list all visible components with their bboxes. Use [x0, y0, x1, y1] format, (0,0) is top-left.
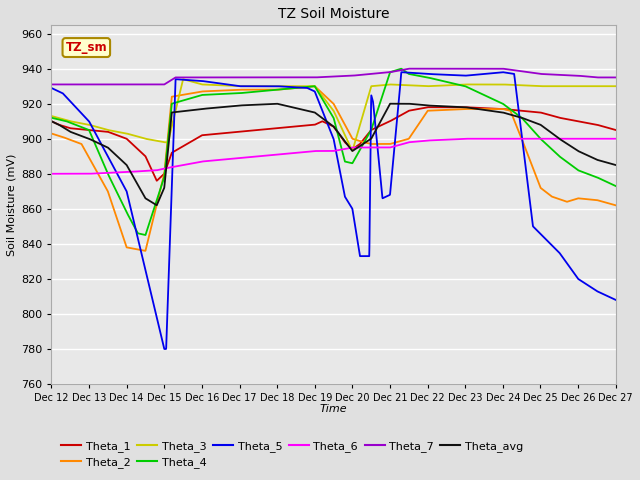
Text: TZ_sm: TZ_sm: [65, 41, 107, 54]
Legend: Theta_1, Theta_2, Theta_3, Theta_4, Theta_5, Theta_6, Theta_7, Theta_avg: Theta_1, Theta_2, Theta_3, Theta_4, Thet…: [57, 436, 527, 472]
Y-axis label: Soil Moisture (mV): Soil Moisture (mV): [7, 153, 17, 256]
Title: TZ Soil Moisture: TZ Soil Moisture: [278, 7, 389, 21]
X-axis label: Time: Time: [320, 405, 348, 414]
